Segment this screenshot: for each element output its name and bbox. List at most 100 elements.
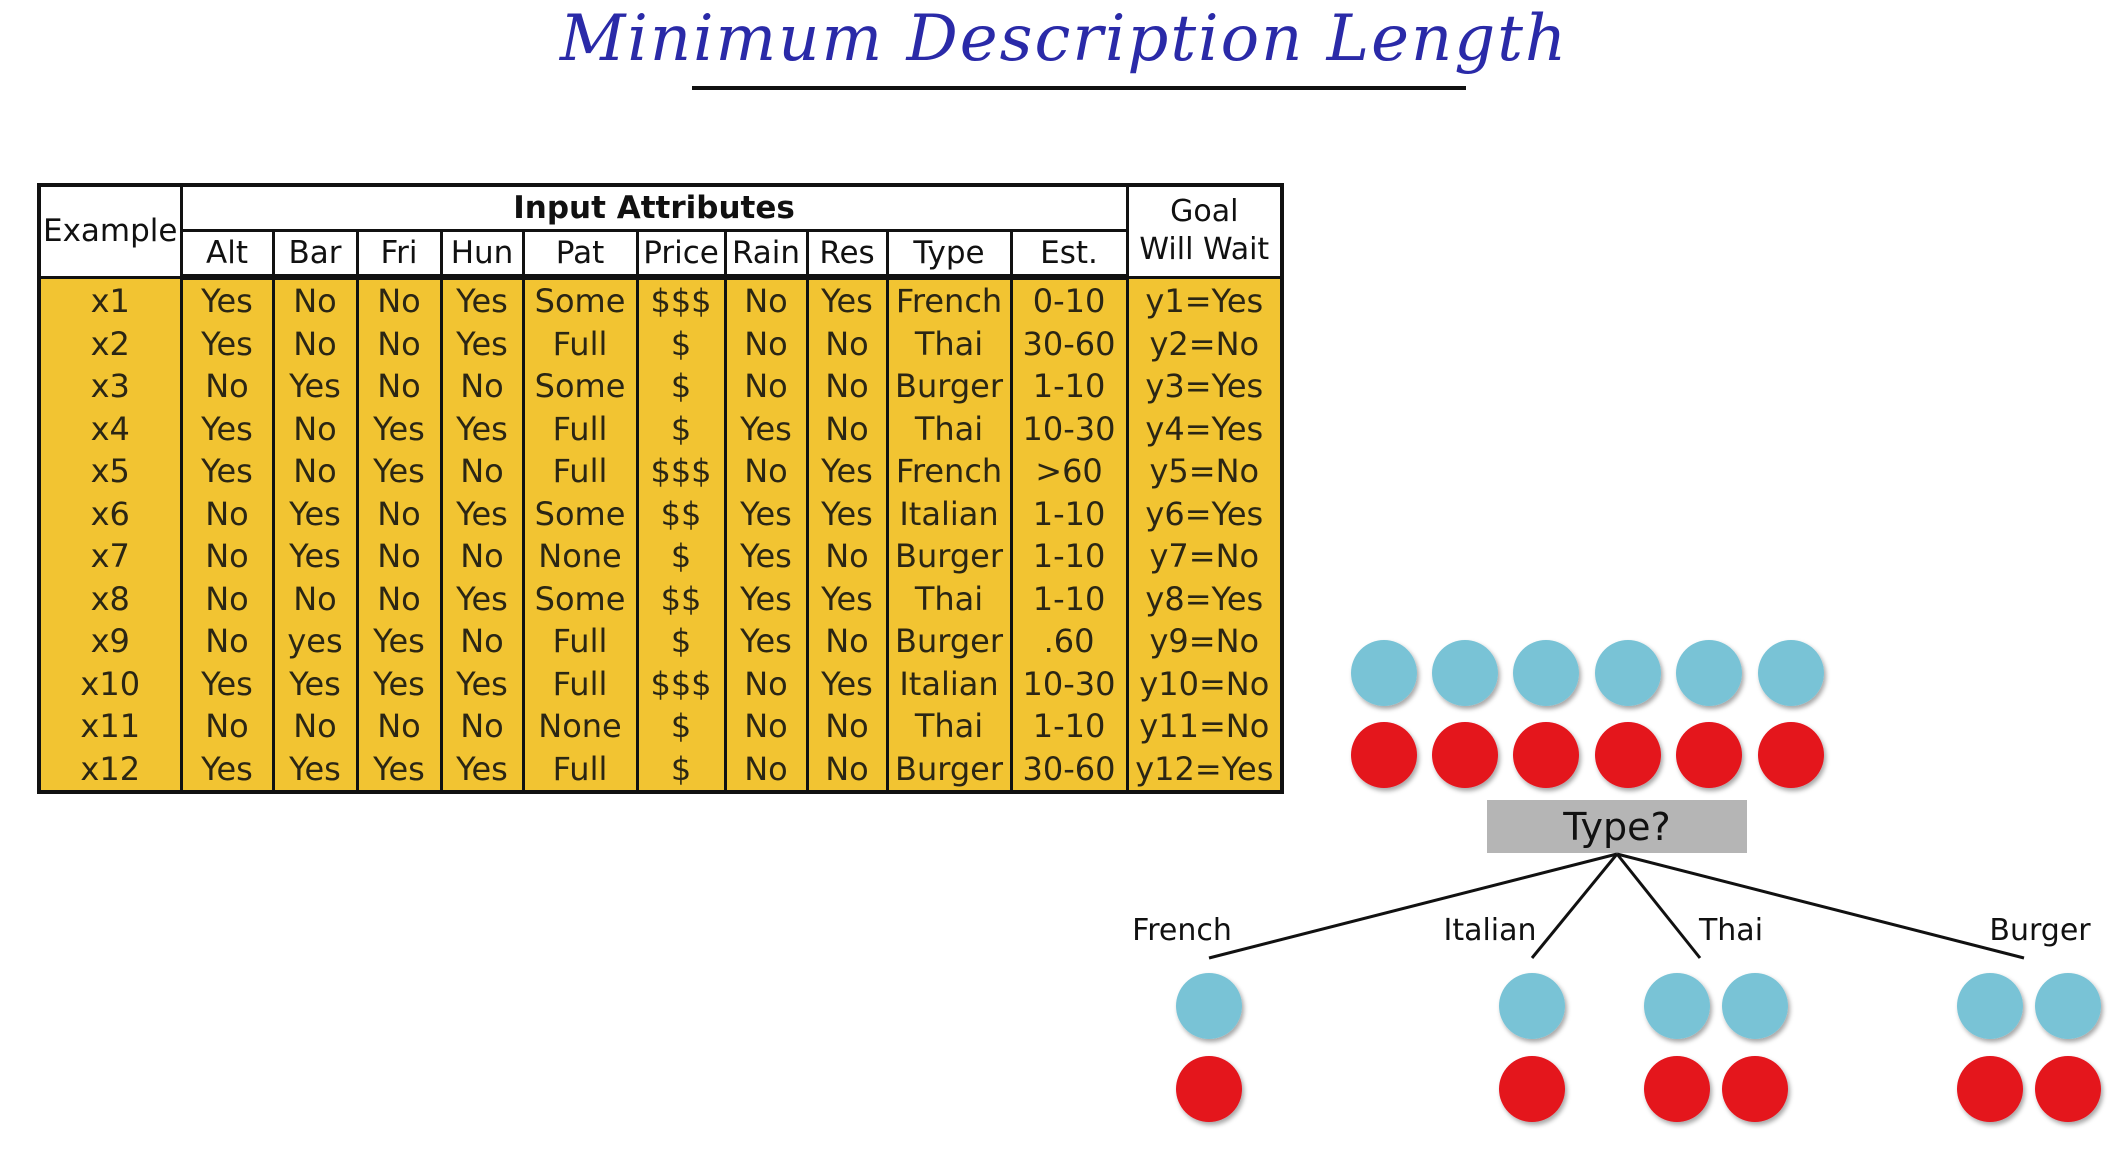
table-row: x6 No Yes No Yes Some $$ Yes Yes Italian 1-10 y6=Ye… (37, 492, 1284, 535)
attribute-cell: $ (635, 747, 727, 792)
attribute-cell: No (179, 535, 275, 578)
attribute-cell: French (885, 277, 1013, 323)
attribute-cell: Yes (179, 450, 275, 493)
attribute-cell: Full (521, 747, 639, 792)
goal-cell: y7=No (1125, 535, 1284, 578)
table-row: x12 Yes Yes Yes Yes Full $ No No Burger 30-60 y12=Y… (37, 747, 1284, 792)
attribute-cell: Some (521, 277, 639, 323)
child-positive-dot (1722, 973, 1788, 1039)
example-id-cell: x12 (37, 747, 183, 792)
column-header: Res (805, 229, 889, 280)
child-positive-dot (1957, 973, 2023, 1039)
attribute-cell: No (723, 747, 809, 792)
attribute-cell: Some (521, 577, 639, 620)
attribute-cell: No (355, 322, 443, 365)
attribute-cell: $ (635, 705, 727, 748)
column-header: Bar (271, 229, 359, 280)
goal-cell: y12=Yes (1125, 747, 1284, 792)
goal-cell: y2=No (1125, 322, 1284, 365)
attribute-cell: $$ (635, 577, 727, 620)
attribute-cell: Full (521, 662, 639, 705)
example-id-cell: x9 (37, 620, 183, 663)
attribute-cell: No (355, 705, 443, 748)
attribute-cell: No (355, 577, 443, 620)
attribute-cell: None (521, 535, 639, 578)
attribute-cell: Yes (179, 747, 275, 792)
attribute-cell: Yes (439, 662, 525, 705)
table-row: x3 No Yes No No Some $ No No Burger 1-10 y3=Yes (37, 365, 1284, 408)
attribute-cell: Burger (885, 535, 1013, 578)
column-header: Hun (439, 229, 525, 280)
goal-cell: y6=Yes (1125, 492, 1284, 535)
child-positive-dot (1644, 973, 1710, 1039)
attribute-cell: Yes (179, 277, 275, 323)
attribute-cell: Full (521, 620, 639, 663)
table-row: x10 Yes Yes Yes Yes Full $$$ No Yes Italian 10-30 y… (37, 662, 1284, 705)
attribute-cell: Yes (271, 662, 359, 705)
root-positive-dot (1676, 640, 1742, 706)
root-positive-dot (1432, 640, 1498, 706)
attribute-cell: $ (635, 407, 727, 450)
branch-line (1616, 852, 2025, 960)
attribute-cell: No (355, 277, 443, 323)
attribute-cell: Yes (179, 407, 275, 450)
attribute-cell: 10-30 (1009, 662, 1129, 705)
goal-cell: y8=Yes (1125, 577, 1284, 620)
goal-cell: y11=No (1125, 705, 1284, 748)
attribute-cell: $ (635, 365, 727, 408)
goal-header: Goal Will Wait (1125, 183, 1284, 279)
column-header: Price (635, 229, 727, 280)
root-positive-dot (1513, 640, 1579, 706)
attribute-cell: No (805, 620, 889, 663)
table-body: x1 Yes No No Yes Some $$$ No Yes French 0-10 y1=Yes… (37, 277, 1284, 792)
attribute-cell: Italian (885, 662, 1013, 705)
attribute-cell: No (439, 450, 525, 493)
attribute-cell: Yes (355, 407, 443, 450)
table-row: x8 No No No Yes Some $$ Yes Yes Thai 1-10 y8=Yes (37, 577, 1284, 620)
branch-line (1615, 853, 1702, 959)
attribute-cell: No (805, 535, 889, 578)
attribute-cell: $$$ (635, 277, 727, 323)
table-row: x1 Yes No No Yes Some $$$ No Yes French 0-10 y1=Yes (37, 277, 1284, 323)
page-title: Minimum Description Length (559, 2, 1569, 76)
attribute-cell: Thai (885, 322, 1013, 365)
example-id-cell: x1 (37, 277, 183, 323)
attribute-cell: No (805, 322, 889, 365)
attribute-cell: yes (271, 620, 359, 663)
attribute-cell: 1-10 (1009, 535, 1129, 578)
root-negative-dot (1758, 722, 1824, 788)
attribute-cell: Yes (723, 492, 809, 535)
attribute-cell: No (271, 407, 359, 450)
attribute-cell: No (179, 492, 275, 535)
attribute-cell: Yes (271, 492, 359, 535)
attribute-cell: No (439, 535, 525, 578)
attribute-cell: 30-60 (1009, 322, 1129, 365)
example-id-cell: x2 (37, 322, 183, 365)
goal-cell: y4=Yes (1125, 407, 1284, 450)
child-negative-dot (2035, 1056, 2101, 1122)
example-id-cell: x3 (37, 365, 183, 408)
attribute-cell: Yes (723, 407, 809, 450)
branch-label-italian: Italian (1443, 913, 1536, 948)
attribute-cell: >60 (1009, 450, 1129, 493)
attribute-cell: No (179, 705, 275, 748)
attribute-cell: No (723, 450, 809, 493)
attribute-cell: No (271, 450, 359, 493)
type-split-node (1487, 800, 1747, 853)
attribute-cell: Yes (439, 322, 525, 365)
attribute-cell: 10-30 (1009, 407, 1129, 450)
attribute-cell: Some (521, 492, 639, 535)
root-negative-dot (1595, 722, 1661, 788)
restaurant-examples-table: Example Input Attributes Goal Will Wait … (37, 183, 1285, 794)
example-id-cell: x10 (37, 662, 183, 705)
example-id-cell: x8 (37, 577, 183, 620)
attribute-cell: Some (521, 365, 639, 408)
attribute-cell: $ (635, 322, 727, 365)
attribute-cell: Yes (355, 747, 443, 792)
attribute-cell: Yes (179, 322, 275, 365)
example-id-cell: x7 (37, 535, 183, 578)
attribute-cell: Full (521, 407, 639, 450)
attribute-cell: $ (635, 535, 727, 578)
goal-cell: y3=Yes (1125, 365, 1284, 408)
attribute-cell: Yes (805, 450, 889, 493)
